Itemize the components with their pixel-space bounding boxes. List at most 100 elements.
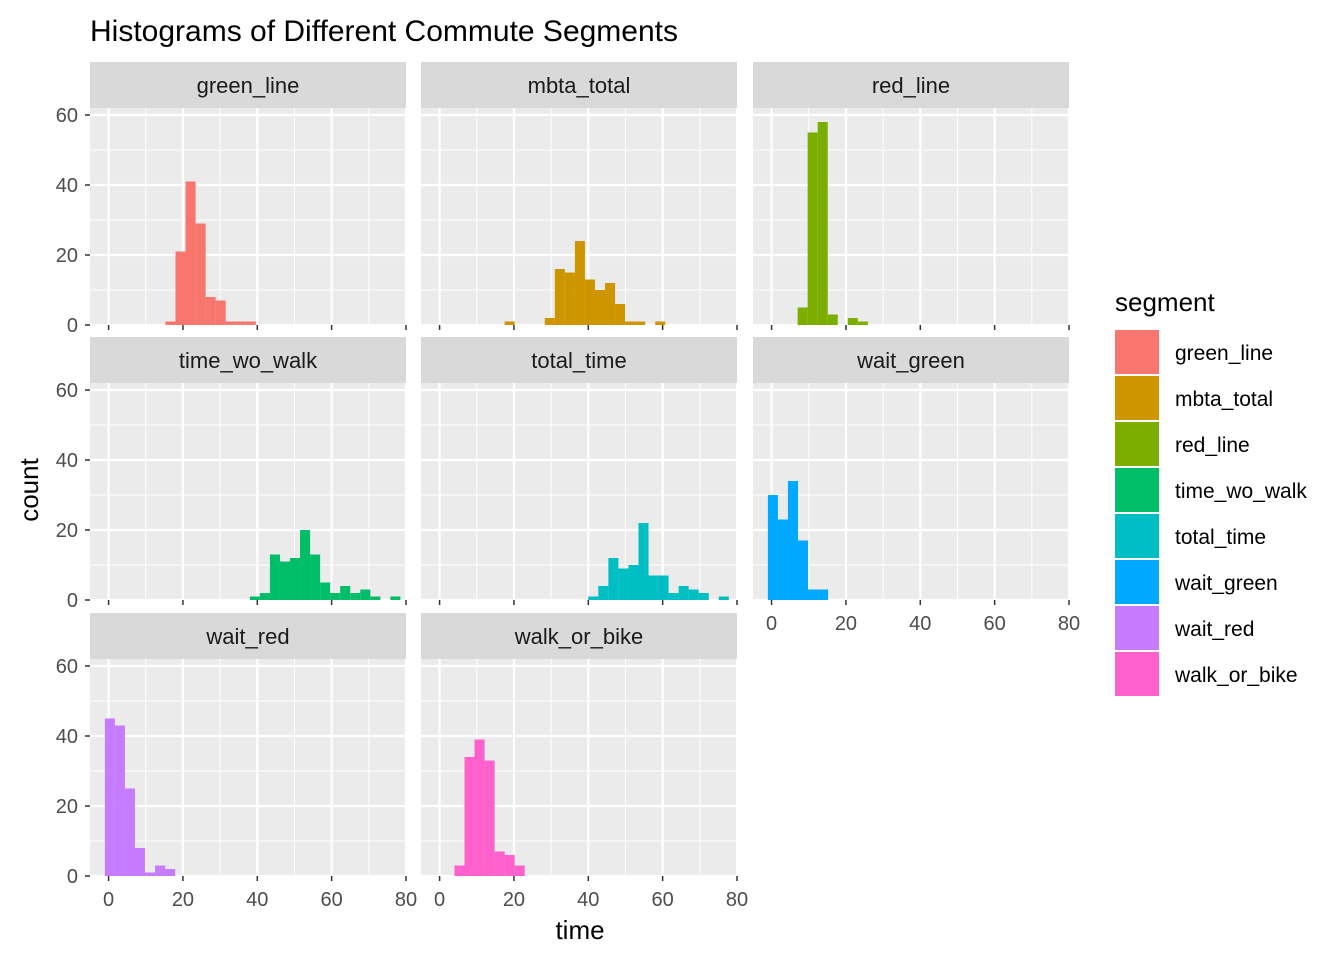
- legend-key-wait_green: [1115, 560, 1159, 604]
- panel-background: [90, 383, 406, 600]
- y-tick-label: 40: [56, 175, 78, 197]
- legend-label-time_wo_walk: time_wo_walk: [1175, 480, 1307, 503]
- facet-strip-label: wait_green: [856, 348, 965, 373]
- y-axis-title: count: [14, 457, 44, 521]
- y-tick-label: 20: [56, 796, 78, 818]
- histogram-bar: [615, 304, 626, 325]
- x-tick-label: 20: [172, 889, 194, 911]
- facet-strip-label: green_line: [197, 73, 300, 98]
- facet-strip: [753, 62, 1069, 108]
- x-tick-label: 20: [503, 889, 525, 911]
- histogram-bar: [777, 519, 788, 600]
- histogram-bar: [195, 223, 206, 325]
- histogram-bar: [767, 495, 778, 600]
- facet-panels: green_line 0 20 40 60 mbta_total red_line time_…: [56, 62, 1080, 911]
- x-tick-label: 80: [395, 889, 417, 911]
- y-tick-label: 20: [56, 520, 78, 542]
- histogram-bar: [474, 739, 485, 876]
- histogram-bar: [628, 565, 639, 600]
- legend-key-green_line: [1115, 330, 1159, 374]
- histogram-bar: [124, 788, 135, 876]
- facet-strip-label: walk_or_bike: [514, 624, 643, 649]
- histogram-bar: [390, 596, 401, 600]
- legend-key-total_time: [1115, 514, 1159, 558]
- panel-background: [90, 108, 406, 325]
- histogram-bar: [330, 593, 341, 600]
- facet-strip: [90, 62, 406, 108]
- y-tick-label: 60: [56, 105, 78, 127]
- histogram-bar: [165, 869, 176, 876]
- x-tick-label: 60: [321, 889, 343, 911]
- histogram-bar: [584, 279, 595, 325]
- panel-background: [421, 383, 737, 600]
- histogram-bar: [598, 586, 609, 600]
- facet-panel-green_line: green_line 0 20 40 60: [56, 62, 408, 337]
- facet-strip: [90, 613, 406, 659]
- histogram-bar: [638, 523, 649, 600]
- panel-background: [90, 659, 406, 876]
- legend-label-mbta_total: mbta_total: [1175, 388, 1273, 411]
- histogram-bar: [155, 865, 166, 876]
- y-tick-label: 40: [56, 726, 78, 748]
- histogram-bar: [350, 593, 361, 600]
- legend-label-wait_red: wait_red: [1174, 618, 1254, 641]
- y-tick-label: 0: [67, 590, 78, 612]
- facet-panel-red_line: red_line: [753, 62, 1071, 330]
- histogram-bar: [797, 307, 808, 325]
- histogram-bar: [205, 297, 216, 325]
- histogram-bar: [279, 561, 291, 600]
- x-tick-label: 60: [652, 889, 674, 911]
- histogram-bar: [648, 575, 659, 600]
- histogram-bar: [484, 760, 495, 876]
- histogram-bar: [269, 554, 280, 600]
- histogram-bar: [618, 568, 629, 600]
- histogram-bar: [165, 321, 176, 325]
- histogram-bar: [827, 314, 838, 325]
- facet-strip-label: time_wo_walk: [179, 348, 318, 373]
- histogram-bar: [104, 718, 115, 876]
- x-tick-label: 0: [103, 889, 114, 911]
- histogram-bar: [818, 589, 829, 600]
- legend-label-green_line: green_line: [1175, 342, 1273, 365]
- histogram-bar: [544, 318, 555, 325]
- x-tick-label: 40: [577, 889, 599, 911]
- histogram-bar: [554, 269, 565, 325]
- facet-strip: [90, 337, 406, 383]
- histogram-bar: [360, 589, 371, 600]
- y-tick-label: 60: [56, 656, 78, 678]
- histogram-bar: [698, 593, 709, 600]
- histogram-bar: [808, 589, 819, 600]
- histogram-bar: [564, 272, 575, 325]
- histogram-bar: [514, 865, 525, 876]
- histogram-bar: [249, 596, 260, 600]
- y-tick-label: 0: [67, 315, 78, 337]
- y-tick-label: 0: [67, 866, 78, 888]
- x-tick-label: 80: [726, 889, 748, 911]
- facet-strip-label: total_time: [531, 348, 626, 373]
- histogram-bar: [235, 321, 246, 325]
- legend-key-walk_or_bike: [1115, 652, 1159, 696]
- x-tick-label: 20: [835, 613, 857, 635]
- legend-title: segment: [1115, 287, 1215, 317]
- x-tick-label: 0: [434, 889, 445, 911]
- facet-strip-label: mbta_total: [528, 73, 631, 98]
- histogram-bar: [817, 122, 828, 325]
- histogram-bar: [688, 589, 699, 600]
- histogram-bar: [370, 596, 381, 600]
- facet-panel-wait_red: wait_red 0 20 40 60 0 20 40 60 80: [56, 613, 417, 911]
- legend-key-wait_red: [1115, 606, 1159, 650]
- legend-label-wait_green: wait_green: [1174, 572, 1278, 595]
- facet-panel-total_time: total_time: [421, 337, 739, 605]
- histogram-bar: [259, 593, 270, 600]
- histogram-bar: [857, 321, 868, 325]
- histogram-bar: [678, 586, 689, 600]
- legend-key-time_wo_walk: [1115, 468, 1159, 512]
- chart-title: Histograms of Different Commute Segments: [90, 15, 678, 48]
- histogram-bar: [310, 554, 321, 600]
- legend-label-walk_or_bike: walk_or_bike: [1174, 664, 1298, 687]
- histogram-bar: [668, 593, 679, 600]
- histogram-bar: [300, 530, 311, 600]
- histogram-bar: [320, 582, 331, 600]
- histogram-bar: [718, 596, 729, 600]
